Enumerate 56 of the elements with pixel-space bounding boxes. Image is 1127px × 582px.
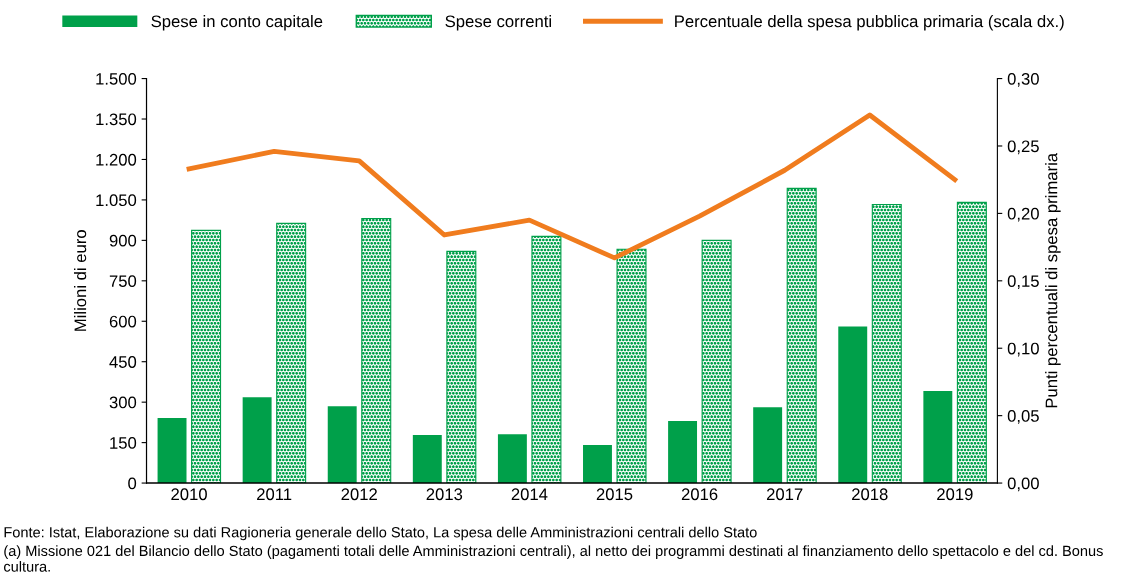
x-tick-label: 2017 <box>766 488 803 501</box>
bar <box>361 217 392 484</box>
bar <box>753 407 783 484</box>
text: (a) Missione 021 del Bilancio dello Stato (pagamenti totali delle Amministrazioni centrali), al netto dei programmi destinati al finanziamento dello spettacolo e del cd. Bonus cultura. <box>4 545 1103 572</box>
y2-tick-label: 0,00 <box>1007 477 1039 492</box>
bar <box>242 397 272 484</box>
y-tick-label: 300 <box>109 396 137 409</box>
bar <box>327 406 357 484</box>
y-tick-label: 450 <box>109 356 137 368</box>
legend-label: Spese correnti <box>445 15 551 31</box>
bar <box>871 203 902 484</box>
x-tick-label: 2013 <box>426 488 463 501</box>
x-tick-label: 2016 <box>681 488 718 501</box>
bar <box>446 250 477 484</box>
bar <box>956 201 987 484</box>
x-tick-label: 2018 <box>852 488 888 501</box>
x-tick-label: 2010 <box>171 488 207 501</box>
y2-tick-label: 0,30 <box>1007 72 1039 87</box>
y-tick-label: 1.500 <box>96 72 137 85</box>
x-tick-label: 2011 <box>257 488 292 501</box>
y2-tick-label: 0,05 <box>1007 410 1039 424</box>
y2-tick-label: 0,15 <box>1007 275 1039 289</box>
bar <box>668 421 698 484</box>
bar <box>276 222 307 484</box>
y2-tick-label: 0,10 <box>1007 342 1039 357</box>
y-tick-label: 1.050 <box>96 194 137 207</box>
bar <box>157 418 187 484</box>
line-series <box>186 112 958 261</box>
y-tick-label: 150 <box>110 437 137 449</box>
bar <box>191 229 222 484</box>
x-tick-label: 2014 <box>511 488 548 501</box>
bar <box>786 187 817 484</box>
bar <box>583 445 612 484</box>
y-tick-label: 1.200 <box>96 153 137 166</box>
y-tick-label: 900 <box>109 234 137 247</box>
source-note: Fonte: Istat, Elaborazione su dati Ragioneria generale dello Stato, La spesa delle Amministrazioni centrali dello Stato <box>4 526 757 541</box>
y-tick-label: 750 <box>109 275 137 288</box>
bar <box>616 248 647 484</box>
bar <box>923 391 953 484</box>
y2-axis-title: Punti percentuali di spesa primaria <box>1045 152 1061 408</box>
bar <box>497 434 527 484</box>
y2-tick-label: 0,20 <box>1007 207 1039 222</box>
x-tick-label: 2015 <box>596 488 633 501</box>
x-tick-label: 2019 <box>937 488 973 501</box>
x-tick-label: 2012 <box>341 488 377 501</box>
bar <box>838 326 868 484</box>
y-tick-label: 0 <box>128 477 137 490</box>
bar <box>412 435 442 484</box>
bar <box>531 235 562 484</box>
y-tick-label: 600 <box>109 315 137 328</box>
y2-tick-label: 0,25 <box>1007 140 1039 155</box>
y-axis-title: Milioni di euro <box>73 230 87 331</box>
legend-label: Spese in conto capitale <box>151 15 323 31</box>
y-tick-label: 1.350 <box>96 113 137 126</box>
legend-label: Percentuale della spesa pubblica primaria (scala dx.) <box>675 15 1064 31</box>
bar <box>701 239 732 484</box>
